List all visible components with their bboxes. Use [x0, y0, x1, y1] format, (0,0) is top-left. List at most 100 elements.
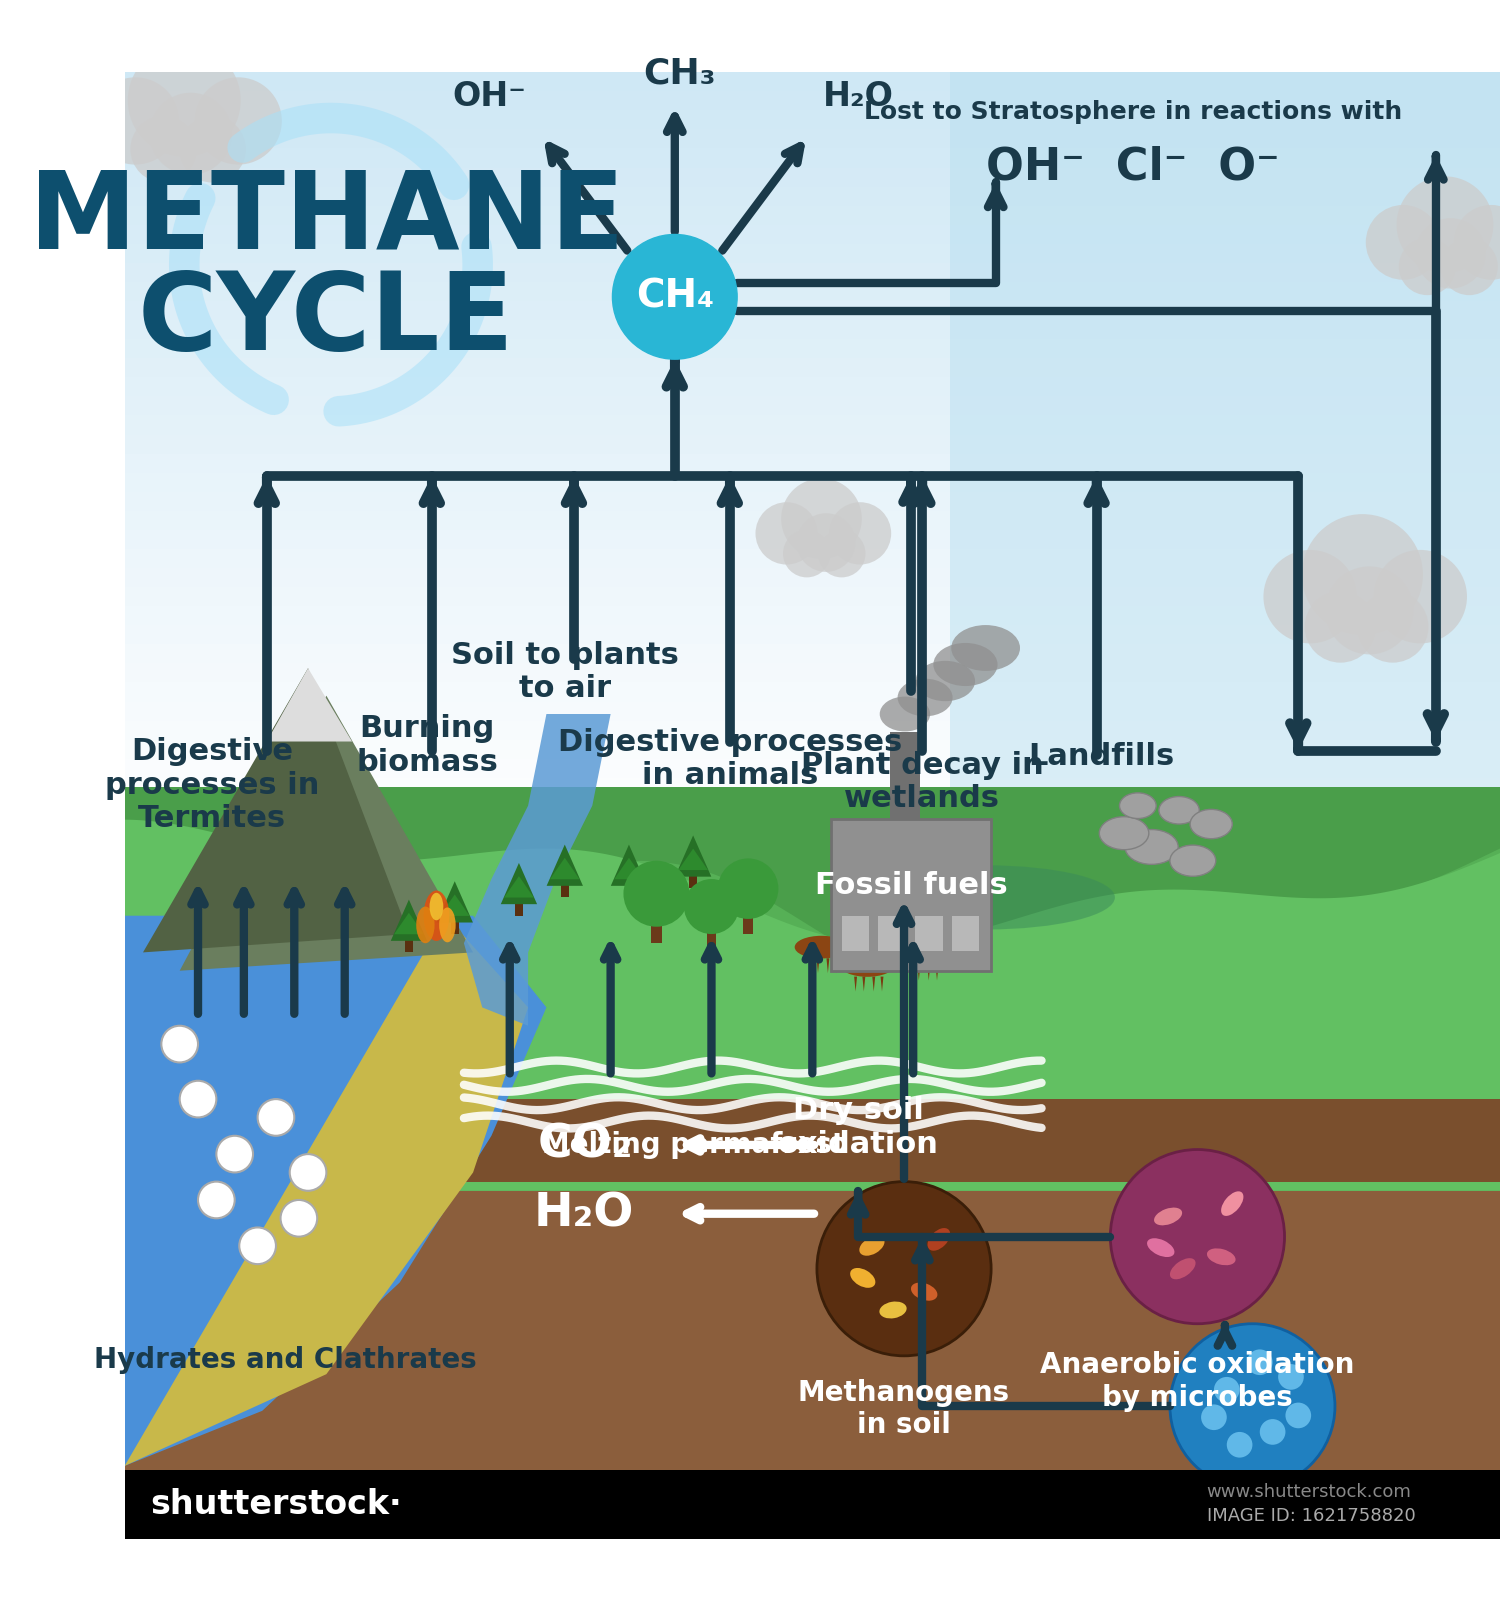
- Polygon shape: [853, 976, 856, 992]
- Ellipse shape: [1170, 845, 1216, 877]
- Polygon shape: [124, 587, 1500, 606]
- Circle shape: [258, 1099, 294, 1136]
- Polygon shape: [546, 845, 584, 886]
- Polygon shape: [124, 778, 1500, 797]
- Text: Digestive
processes in
Termites: Digestive processes in Termites: [105, 738, 320, 834]
- Polygon shape: [124, 530, 1500, 549]
- Polygon shape: [909, 966, 912, 981]
- Polygon shape: [124, 1470, 1500, 1539]
- Polygon shape: [124, 816, 1500, 835]
- Polygon shape: [124, 416, 1500, 435]
- Polygon shape: [124, 568, 1500, 587]
- Text: H₂O: H₂O: [824, 80, 894, 114]
- Polygon shape: [124, 510, 1500, 530]
- Circle shape: [1260, 1419, 1286, 1445]
- Text: H₂O: H₂O: [532, 1192, 633, 1237]
- Ellipse shape: [1208, 1248, 1236, 1266]
- Polygon shape: [124, 739, 1500, 758]
- Polygon shape: [124, 1154, 1500, 1539]
- Text: Dry soil
oxidation: Dry soil oxidation: [777, 1096, 939, 1158]
- Text: CH₄: CH₄: [636, 278, 714, 315]
- Circle shape: [290, 1154, 327, 1190]
- Ellipse shape: [858, 866, 1114, 930]
- Polygon shape: [124, 130, 1500, 149]
- Ellipse shape: [933, 643, 998, 686]
- Circle shape: [796, 514, 855, 571]
- Polygon shape: [827, 958, 830, 973]
- Circle shape: [92, 77, 178, 165]
- Text: Lost to Stratosphere in reactions with: Lost to Stratosphere in reactions with: [864, 99, 1402, 123]
- Circle shape: [195, 77, 282, 165]
- Circle shape: [130, 115, 196, 182]
- Polygon shape: [124, 701, 1500, 720]
- Text: Burning
biomass: Burning biomass: [357, 714, 498, 776]
- Polygon shape: [873, 976, 874, 992]
- Polygon shape: [124, 187, 1500, 206]
- Polygon shape: [124, 606, 1500, 626]
- Circle shape: [1400, 238, 1456, 294]
- Polygon shape: [124, 320, 1500, 339]
- Polygon shape: [124, 243, 1500, 262]
- Polygon shape: [614, 858, 644, 880]
- Circle shape: [940, 931, 963, 955]
- Text: Methanotrophs: Methanotrophs: [1132, 1515, 1372, 1542]
- Circle shape: [180, 1080, 216, 1117]
- Circle shape: [1278, 1365, 1304, 1390]
- Circle shape: [1263, 550, 1358, 643]
- Polygon shape: [918, 966, 921, 981]
- FancyBboxPatch shape: [891, 733, 920, 819]
- Polygon shape: [808, 958, 812, 973]
- Text: Anaerobic oxidation
by microbes: Anaerobic oxidation by microbes: [1040, 1352, 1354, 1411]
- Polygon shape: [124, 491, 1500, 510]
- Circle shape: [1454, 205, 1500, 280]
- Polygon shape: [124, 832, 1500, 1190]
- Ellipse shape: [1170, 1258, 1196, 1280]
- Text: Melting permafrost: Melting permafrost: [542, 1131, 844, 1158]
- Circle shape: [840, 925, 862, 947]
- Polygon shape: [124, 915, 528, 1466]
- Polygon shape: [124, 72, 1500, 91]
- Polygon shape: [124, 435, 1500, 454]
- Polygon shape: [124, 282, 1500, 301]
- Circle shape: [1440, 238, 1498, 294]
- Circle shape: [830, 502, 891, 565]
- Polygon shape: [124, 358, 1500, 378]
- Polygon shape: [440, 894, 470, 915]
- Polygon shape: [124, 819, 1500, 1190]
- Circle shape: [1170, 1323, 1335, 1488]
- Polygon shape: [124, 110, 1500, 130]
- Circle shape: [818, 530, 866, 578]
- Polygon shape: [688, 874, 698, 888]
- Text: CYCLE: CYCLE: [138, 267, 514, 373]
- Ellipse shape: [795, 936, 849, 958]
- Polygon shape: [124, 262, 1500, 282]
- Circle shape: [1246, 1349, 1272, 1374]
- FancyBboxPatch shape: [842, 915, 868, 950]
- Circle shape: [756, 502, 818, 565]
- Circle shape: [280, 1200, 316, 1237]
- Text: OH⁻: OH⁻: [453, 80, 526, 114]
- Circle shape: [1358, 590, 1428, 662]
- Ellipse shape: [1221, 1192, 1244, 1216]
- Ellipse shape: [1125, 829, 1178, 864]
- Circle shape: [1396, 176, 1494, 274]
- Ellipse shape: [859, 1235, 885, 1256]
- Ellipse shape: [423, 891, 448, 941]
- FancyBboxPatch shape: [742, 906, 753, 934]
- Polygon shape: [124, 915, 546, 1466]
- Ellipse shape: [1154, 1208, 1182, 1226]
- Circle shape: [1366, 205, 1440, 280]
- Polygon shape: [950, 72, 1500, 842]
- Polygon shape: [124, 301, 1500, 320]
- Circle shape: [624, 861, 690, 926]
- Ellipse shape: [416, 907, 435, 944]
- Polygon shape: [124, 758, 1500, 778]
- FancyBboxPatch shape: [831, 819, 992, 971]
- Polygon shape: [124, 626, 1500, 645]
- Circle shape: [783, 530, 831, 578]
- Ellipse shape: [915, 661, 975, 701]
- Text: Landfills: Landfills: [1028, 741, 1174, 771]
- Ellipse shape: [1119, 794, 1156, 819]
- FancyBboxPatch shape: [915, 915, 942, 950]
- Text: shutterstock·: shutterstock·: [150, 1488, 402, 1522]
